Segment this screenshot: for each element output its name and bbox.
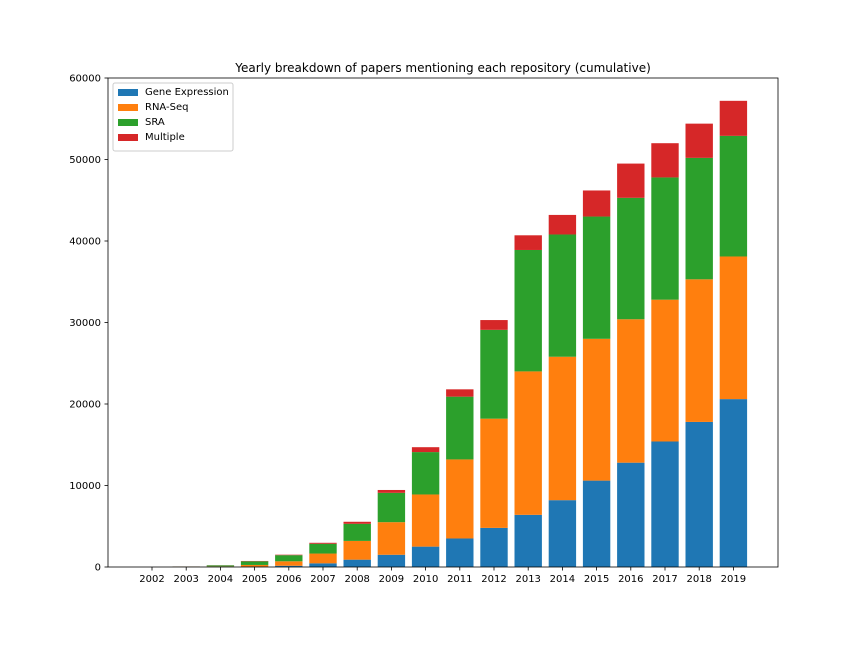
bar-2017-series-1 <box>651 299 679 442</box>
bar-2019-series-1 <box>719 256 748 400</box>
x-tick-label: 2014 <box>550 574 575 585</box>
y-tick-label: 40000 <box>69 237 101 248</box>
bar-2008-series-2 <box>343 523 371 541</box>
bar-2019-series-3 <box>719 100 748 136</box>
bar-2013-series-3 <box>514 235 542 250</box>
bar-2010-series-3 <box>411 447 440 453</box>
bars-group <box>172 100 748 568</box>
y-axis: 0 10000 20000 30000 40000 50000 60000 <box>69 74 108 574</box>
bar-2005-series-2 <box>240 561 269 565</box>
bar-2017-series-0 <box>651 441 679 567</box>
bar-2009-series-2 <box>377 492 406 523</box>
y-tick-label: 60000 <box>69 74 101 85</box>
bar-2011-series-3 <box>446 389 474 397</box>
legend-box <box>112 82 234 152</box>
bar-2015-series-3 <box>582 190 611 217</box>
bar-2011-series-2 <box>446 396 474 460</box>
bar-2016-series-3 <box>617 163 645 198</box>
bar-2018-series-2 <box>685 157 713 280</box>
bar-2004-series-2 <box>206 565 235 567</box>
x-tick-label: 2013 <box>515 574 540 585</box>
x-tick-label: 2016 <box>618 574 643 585</box>
plot-frame <box>107 77 779 568</box>
x-tick-label: 2011 <box>447 574 472 585</box>
bar-2017-series-3 <box>651 143 679 178</box>
bar-2019-series-2 <box>719 135 748 257</box>
bar-2016-series-2 <box>617 197 645 320</box>
bar-2011-series-0 <box>446 538 474 567</box>
legend-swatch <box>118 104 138 111</box>
chart-title: Yearly breakdown of papers mentioning ea… <box>234 61 651 75</box>
bar-2014-series-2 <box>548 234 577 357</box>
x-tick-label: 2007 <box>310 574 335 585</box>
legend-label: Gene Expression <box>145 87 229 98</box>
y-tick-label: 50000 <box>69 155 101 166</box>
bar-2014-series-3 <box>548 214 577 235</box>
bar-2009-series-3 <box>377 489 406 493</box>
x-tick-label: 2003 <box>173 574 198 585</box>
x-tick-label: 2012 <box>481 574 506 585</box>
legend: Gene Expression RNA-Seq SRA Multiple <box>112 82 234 152</box>
x-axis: 2002 2003 2004 2005 2006 2007 2008 2009 2010 2011… <box>139 567 746 585</box>
bar-2009-series-0 <box>377 554 406 567</box>
y-tick-label: 10000 <box>69 481 101 492</box>
bar-2007-series-1 <box>309 553 337 564</box>
bar-2014-series-0 <box>548 500 577 567</box>
bar-2007-series-2 <box>309 543 337 554</box>
bar-2014-series-1 <box>548 356 577 501</box>
legend-label: RNA-Seq <box>145 102 189 113</box>
bar-2015-series-0 <box>582 480 611 567</box>
x-tick-label: 2002 <box>139 574 164 585</box>
bar-2013-series-1 <box>514 371 542 515</box>
x-tick-label: 2015 <box>584 574 609 585</box>
bar-2008-series-1 <box>343 540 371 560</box>
bar-2018-series-1 <box>685 279 713 422</box>
bar-2013-series-0 <box>514 514 542 567</box>
x-tick-label: 2004 <box>208 574 233 585</box>
bar-2010-series-0 <box>411 546 440 568</box>
y-tick-label: 30000 <box>69 318 101 329</box>
x-tick-label: 2005 <box>242 574 267 585</box>
bar-2012-series-0 <box>480 527 508 567</box>
bar-2016-series-1 <box>617 319 645 463</box>
bar-2006-series-1 <box>275 561 303 566</box>
bar-2011-series-1 <box>446 459 474 539</box>
legend-swatch <box>118 134 138 141</box>
bar-2012-series-2 <box>480 329 508 419</box>
bar-2007-series-3 <box>309 542 337 544</box>
legend-swatch <box>118 119 138 126</box>
bar-2018-series-0 <box>685 421 713 567</box>
bar-2010-series-2 <box>411 452 440 495</box>
bar-2008-series-0 <box>343 559 371 567</box>
bar-2008-series-3 <box>343 521 371 524</box>
bar-2018-series-3 <box>685 123 713 158</box>
bar-2015-series-1 <box>582 338 611 481</box>
bar-2017-series-2 <box>651 177 679 300</box>
bar-2009-series-1 <box>377 522 406 555</box>
bar-2010-series-1 <box>411 494 440 547</box>
legend-swatch <box>118 89 138 96</box>
bar-2007-series-0 <box>309 563 337 567</box>
legend-label: SRA <box>145 117 165 128</box>
bar-2012-series-3 <box>480 320 508 330</box>
bar-2016-series-0 <box>617 462 645 567</box>
x-tick-label: 2006 <box>276 574 301 585</box>
x-tick-label: 2018 <box>686 574 711 585</box>
bar-2019-series-0 <box>719 399 748 567</box>
bar-2013-series-2 <box>514 249 542 372</box>
y-tick-label: 0 <box>95 563 101 574</box>
x-tick-label: 2009 <box>379 574 404 585</box>
bar-2005-series-1 <box>240 564 269 567</box>
x-tick-label: 2008 <box>344 574 369 585</box>
bar-2006-series-2 <box>275 555 303 562</box>
bar-2015-series-2 <box>582 216 611 339</box>
x-tick-label: 2010 <box>413 574 438 585</box>
y-tick-label: 20000 <box>69 400 101 411</box>
x-tick-label: 2017 <box>652 574 677 585</box>
bar-2012-series-1 <box>480 418 508 528</box>
legend-label: Multiple <box>145 132 185 143</box>
bar-2006-series-0 <box>275 565 303 567</box>
x-tick-label: 2019 <box>721 574 746 585</box>
